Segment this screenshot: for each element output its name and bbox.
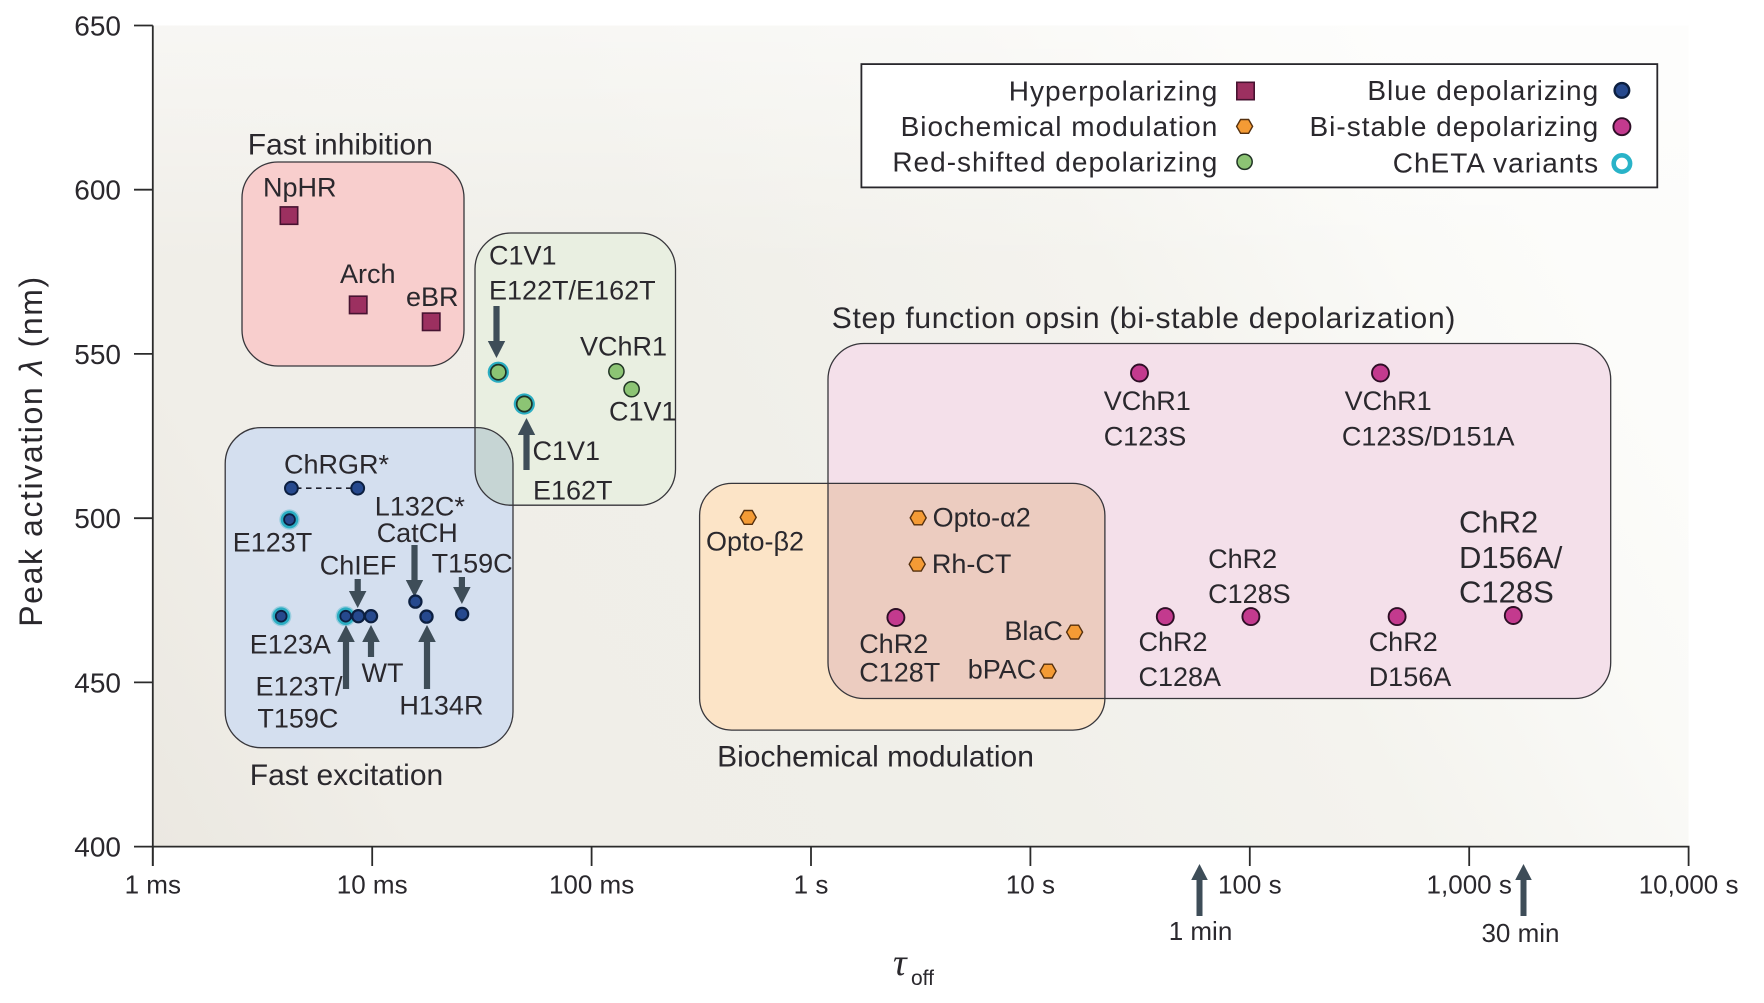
- svg-text:VChR1: VChR1: [1104, 386, 1191, 416]
- svg-text:E123T: E123T: [233, 528, 313, 558]
- svg-text:600: 600: [74, 175, 121, 206]
- svg-text:Arch: Arch: [340, 259, 396, 289]
- svg-text:Peak activation λ (nm): Peak activation λ (nm): [13, 275, 49, 627]
- svg-text:L132C*: L132C*: [375, 492, 466, 522]
- svg-text:Biochemical modulation: Biochemical modulation: [717, 741, 1034, 774]
- svg-text:100 ms: 100 ms: [549, 870, 634, 900]
- svg-text:C128S: C128S: [1459, 574, 1554, 609]
- svg-text:T159C: T159C: [257, 704, 338, 734]
- svg-text:C1V1: C1V1: [533, 436, 601, 466]
- svg-text:C123S/D151A: C123S/D151A: [1342, 421, 1515, 451]
- svg-text:Red-shifted depolarizing: Red-shifted depolarizing: [892, 147, 1218, 178]
- svg-text:450: 450: [74, 667, 121, 698]
- svg-text:WT: WT: [362, 658, 404, 688]
- svg-text:C128S: C128S: [1208, 579, 1291, 609]
- svg-text:NpHR: NpHR: [263, 173, 337, 203]
- svg-text:E122T/E162T: E122T/E162T: [489, 276, 656, 306]
- svg-text:VChR1: VChR1: [580, 332, 667, 362]
- svg-text:bPAC: bPAC: [968, 654, 1037, 684]
- svg-text:τ: τ: [893, 942, 908, 984]
- svg-text:Opto-α2: Opto-α2: [933, 503, 1031, 533]
- svg-text:E162T: E162T: [533, 476, 613, 506]
- svg-text:10,000 s: 10,000 s: [1639, 870, 1739, 900]
- svg-text:VChR1: VChR1: [1345, 386, 1432, 416]
- svg-text:ChETA variants: ChETA variants: [1393, 147, 1599, 178]
- svg-text:H134R: H134R: [399, 690, 483, 720]
- svg-text:1,000 s: 1,000 s: [1427, 870, 1512, 900]
- svg-text:10 s: 10 s: [1006, 870, 1055, 900]
- svg-text:C1V1: C1V1: [609, 397, 677, 427]
- svg-text:CatCH: CatCH: [377, 518, 458, 548]
- svg-text:E123T/: E123T/: [256, 671, 344, 701]
- svg-text:C128T: C128T: [859, 658, 940, 688]
- svg-text:10 ms: 10 ms: [337, 870, 408, 900]
- svg-text:ChR2: ChR2: [859, 629, 928, 659]
- svg-text:650: 650: [74, 11, 121, 42]
- svg-text:ChR2: ChR2: [1208, 544, 1277, 574]
- svg-text:400: 400: [74, 832, 121, 863]
- svg-text:C128A: C128A: [1139, 662, 1222, 692]
- svg-text:eBR: eBR: [406, 282, 459, 312]
- svg-text:500: 500: [74, 503, 121, 534]
- svg-text:E123A: E123A: [250, 630, 331, 660]
- svg-text:Opto-β2: Opto-β2: [706, 527, 804, 557]
- svg-text:off: off: [911, 967, 934, 990]
- svg-text:Fast inhibition: Fast inhibition: [248, 129, 433, 162]
- svg-text:T159C: T159C: [432, 548, 513, 578]
- svg-text:ChR2: ChR2: [1139, 627, 1208, 657]
- svg-text:1 ms: 1 ms: [125, 870, 181, 900]
- svg-text:Blue depolarizing: Blue depolarizing: [1367, 75, 1599, 106]
- svg-text:ChIEF: ChIEF: [320, 550, 397, 580]
- svg-text:ChRGR*: ChRGR*: [284, 450, 390, 480]
- svg-text:C1V1: C1V1: [489, 241, 557, 271]
- svg-text:550: 550: [74, 339, 121, 370]
- svg-text:D156A: D156A: [1369, 662, 1452, 692]
- svg-text:C123S: C123S: [1104, 421, 1187, 451]
- svg-text:Step function opsin (bi-stable: Step function opsin (bi-stable depolariz…: [832, 302, 1456, 335]
- svg-text:Bi-stable depolarizing: Bi-stable depolarizing: [1309, 111, 1599, 142]
- svg-text:30 min: 30 min: [1481, 918, 1559, 948]
- svg-text:Hyperpolarizing: Hyperpolarizing: [1009, 76, 1219, 107]
- svg-text:1 s: 1 s: [794, 870, 829, 900]
- svg-text:1 min: 1 min: [1169, 916, 1233, 946]
- svg-text:BlaC: BlaC: [1004, 616, 1063, 646]
- svg-text:Biochemical modulation: Biochemical modulation: [901, 111, 1219, 142]
- svg-text:ChR2: ChR2: [1459, 504, 1538, 539]
- svg-text:100 s: 100 s: [1218, 870, 1282, 900]
- svg-text:ChR2: ChR2: [1369, 627, 1438, 657]
- svg-text:Fast excitation: Fast excitation: [250, 759, 443, 792]
- svg-text:D156A/: D156A/: [1459, 540, 1563, 575]
- svg-text:Rh-CT: Rh-CT: [932, 549, 1012, 579]
